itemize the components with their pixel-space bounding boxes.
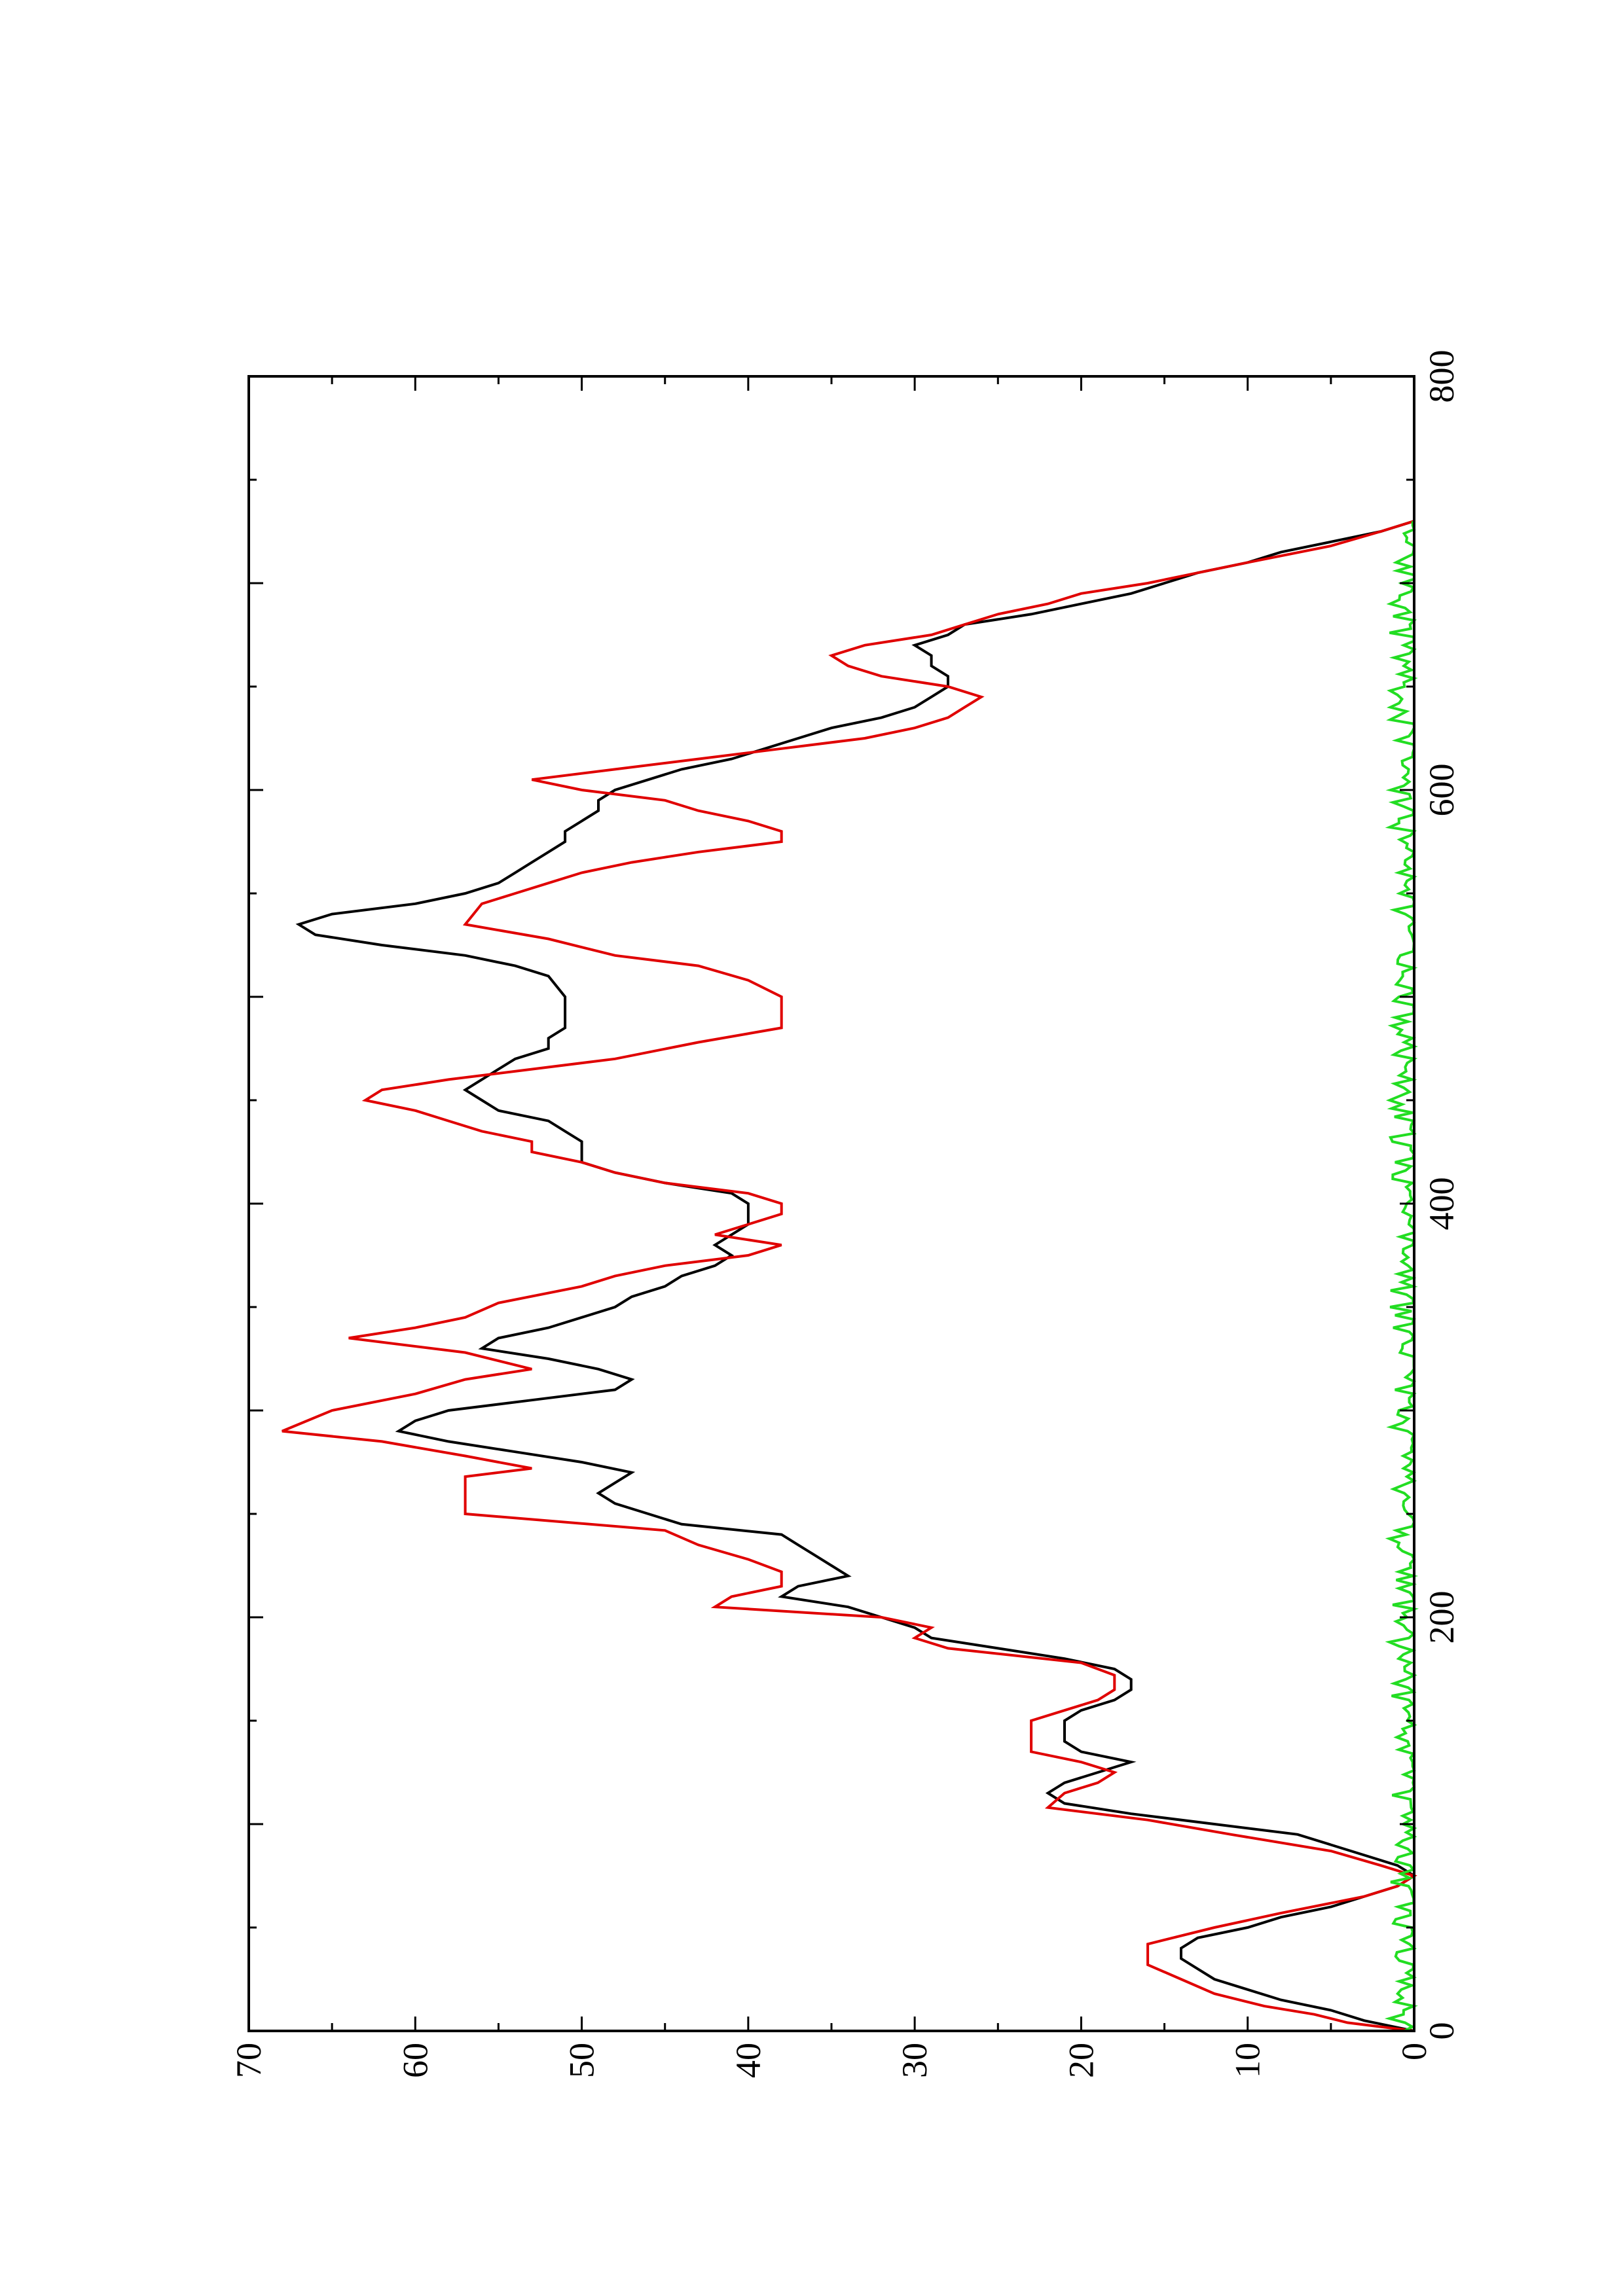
y-tick-label: 50 xyxy=(562,2043,602,2078)
y-tick-label: 20 xyxy=(1061,2043,1101,2078)
x-tick-label: 400 xyxy=(1422,1177,1461,1230)
y-tick-label: 60 xyxy=(395,2043,435,2078)
x-tick-label: 800 xyxy=(1422,350,1461,403)
y-tick-label: 0 xyxy=(1395,2043,1434,2060)
y-tick-label: 30 xyxy=(895,2043,934,2078)
series-line-1 xyxy=(295,520,1417,2032)
y-tick-label: 40 xyxy=(729,2043,768,2078)
y-tick-label: 10 xyxy=(1228,2043,1267,2078)
x-tick-label: 600 xyxy=(1422,764,1461,817)
series-line-2 xyxy=(282,520,1417,2032)
x-tick-label: 200 xyxy=(1422,1591,1461,1644)
ticks-layer xyxy=(247,375,1415,2032)
labels-layer: 0 200 400 600 800 0 10 20 30 40 50 60 70 xyxy=(229,350,1461,2079)
x-tick-label: 0 xyxy=(1422,2022,1461,2040)
y-tick-label: 70 xyxy=(229,2043,268,2078)
